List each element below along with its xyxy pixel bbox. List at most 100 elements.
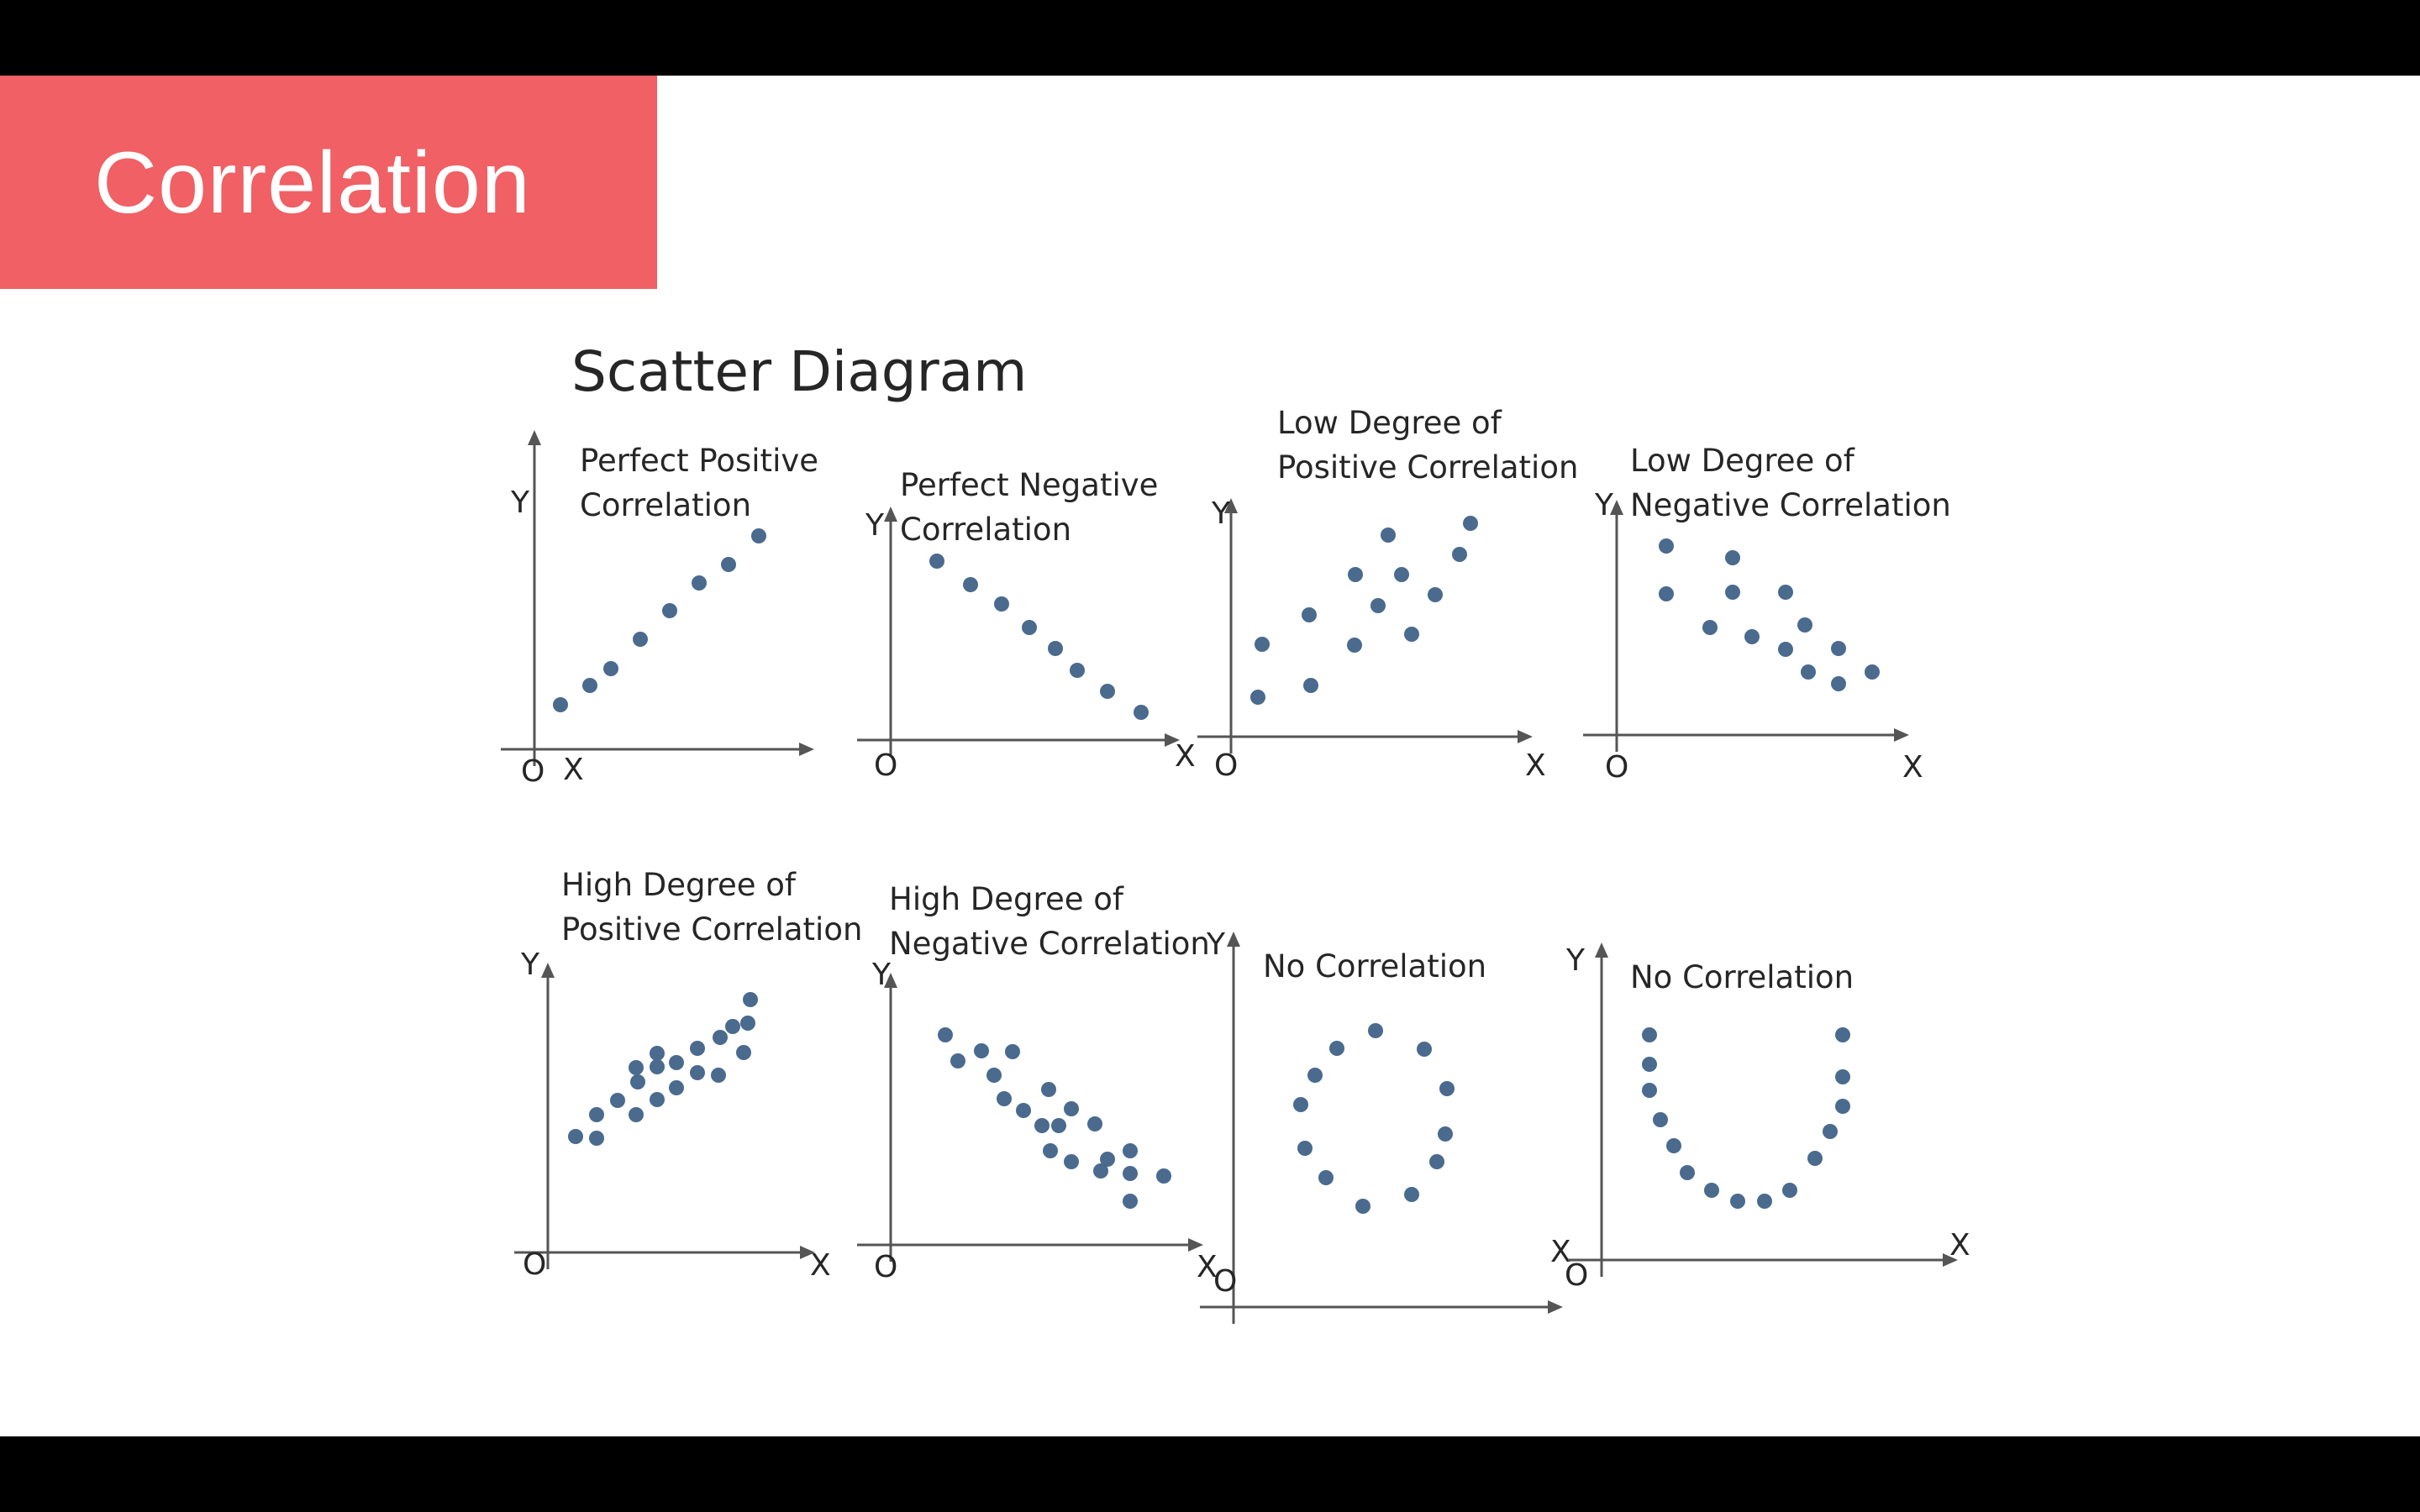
scatter-point bbox=[1702, 620, 1718, 635]
scatter-point bbox=[986, 1068, 1002, 1083]
scatter-point bbox=[1329, 1041, 1344, 1056]
scatter-point bbox=[1123, 1194, 1138, 1209]
x-axis-label: X bbox=[1197, 1250, 1218, 1284]
scatter-point bbox=[721, 557, 736, 572]
scatter-point bbox=[1659, 586, 1674, 601]
y-axis-arrow bbox=[1224, 498, 1238, 513]
y-axis-label: Y bbox=[865, 508, 885, 543]
scatter-point bbox=[1087, 1116, 1102, 1131]
scatter-point bbox=[1048, 641, 1063, 656]
scatter-point bbox=[1642, 1027, 1657, 1042]
scatter-point bbox=[1123, 1143, 1138, 1158]
scatter-point bbox=[1043, 1143, 1058, 1158]
scatter-point bbox=[994, 596, 1009, 612]
y-axis-label: Y bbox=[510, 486, 530, 520]
x-axis-label: X bbox=[563, 753, 584, 787]
scatter-panel-4: Y X O Low Degree of Negative Correlation bbox=[1583, 443, 1951, 785]
scatter-point bbox=[1302, 607, 1317, 622]
scatter-panel-1: Y XO Perfect Positive Correlation bbox=[501, 430, 818, 789]
scatter-point bbox=[1835, 1027, 1850, 1042]
scatter-point bbox=[736, 1045, 751, 1060]
scatter-point bbox=[553, 697, 568, 712]
scatter-panel-8: Y X O No Correlation bbox=[1565, 942, 1970, 1293]
origin-label: O bbox=[521, 754, 544, 789]
scatter-point bbox=[1041, 1082, 1056, 1097]
scatter-point bbox=[938, 1027, 953, 1042]
panel-label: Correlation bbox=[900, 512, 1071, 548]
panel-label: No Correlation bbox=[1263, 948, 1486, 984]
scatter-point bbox=[1725, 585, 1740, 600]
scatter-point bbox=[713, 1030, 728, 1045]
x-axis-arrow bbox=[1518, 730, 1533, 743]
slide: Correlation bbox=[0, 76, 2420, 1436]
scatter-point bbox=[603, 661, 618, 676]
scatter-point bbox=[1807, 1151, 1823, 1166]
scatter-point bbox=[1123, 1166, 1138, 1181]
scatter-point bbox=[1404, 1187, 1419, 1202]
scatter-point bbox=[669, 1080, 684, 1095]
y-axis-arrow bbox=[528, 430, 541, 445]
scatter-point bbox=[1355, 1199, 1370, 1214]
x-axis-label: X bbox=[1550, 1235, 1571, 1269]
scatter-point bbox=[589, 1131, 604, 1146]
origin-label: O bbox=[1214, 748, 1238, 783]
scatter-point bbox=[1778, 642, 1793, 657]
panel-label: Correlation bbox=[580, 487, 751, 523]
scatter-point bbox=[1835, 1099, 1850, 1114]
scatter-point bbox=[1653, 1112, 1668, 1127]
y-axis-label: Y bbox=[520, 948, 540, 982]
scatter-point bbox=[690, 1041, 705, 1056]
scatter-point bbox=[1100, 684, 1115, 699]
scatter-point bbox=[1439, 1081, 1455, 1096]
x-axis-label: X bbox=[1902, 750, 1923, 785]
scatter-point bbox=[589, 1107, 604, 1122]
scatter-point bbox=[1642, 1057, 1657, 1072]
scatter-point bbox=[633, 632, 648, 647]
scatter-point bbox=[950, 1053, 965, 1068]
scatter-point bbox=[629, 1107, 644, 1122]
scatter-point bbox=[740, 1016, 755, 1031]
scatter-point bbox=[1348, 567, 1363, 582]
x-axis-arrow bbox=[800, 1246, 815, 1259]
scatter-point bbox=[1347, 638, 1362, 653]
scatter-point bbox=[997, 1091, 1012, 1106]
scatter-point bbox=[1666, 1138, 1681, 1153]
scatter-point bbox=[1016, 1103, 1031, 1118]
scatter-point bbox=[1463, 516, 1478, 531]
x-axis-arrow bbox=[1943, 1253, 1958, 1267]
scatter-point bbox=[690, 1065, 705, 1080]
scatter-point bbox=[1394, 567, 1409, 582]
x-axis-arrow bbox=[1548, 1300, 1563, 1314]
scatter-point bbox=[1797, 617, 1812, 633]
x-axis-arrow bbox=[1165, 733, 1180, 747]
diagram-title: Scatter Diagram bbox=[571, 339, 1027, 404]
scatter-point bbox=[1801, 664, 1816, 680]
origin-label: O bbox=[1565, 1258, 1588, 1293]
scatter-point bbox=[1064, 1101, 1079, 1116]
scatter-point bbox=[1064, 1154, 1079, 1169]
scatter-point bbox=[669, 1055, 684, 1070]
scatter-point bbox=[1022, 620, 1037, 635]
scatter-point bbox=[1093, 1163, 1108, 1179]
panel-label: Negative Correlation bbox=[889, 926, 1210, 962]
title-banner: Correlation bbox=[0, 76, 657, 289]
scatter-point bbox=[1134, 705, 1149, 720]
scatter-point bbox=[662, 603, 677, 618]
scatter-point bbox=[1744, 629, 1760, 644]
scatter-point bbox=[1070, 663, 1085, 678]
scatter-point bbox=[1865, 664, 1880, 680]
y-axis-label: Y bbox=[1211, 496, 1231, 531]
origin-label: O bbox=[874, 748, 897, 783]
scatter-point bbox=[1659, 538, 1674, 554]
y-axis-arrow bbox=[884, 507, 897, 522]
scatter-point bbox=[1725, 550, 1740, 565]
scatter-point bbox=[1255, 637, 1270, 652]
scatter-point bbox=[1005, 1044, 1020, 1059]
scatter-point bbox=[692, 575, 707, 591]
x-axis-label: X bbox=[1175, 739, 1196, 774]
panel-label: Low Degree of bbox=[1630, 443, 1855, 479]
scatter-point bbox=[1642, 1083, 1657, 1098]
scatter-point bbox=[1051, 1118, 1066, 1133]
